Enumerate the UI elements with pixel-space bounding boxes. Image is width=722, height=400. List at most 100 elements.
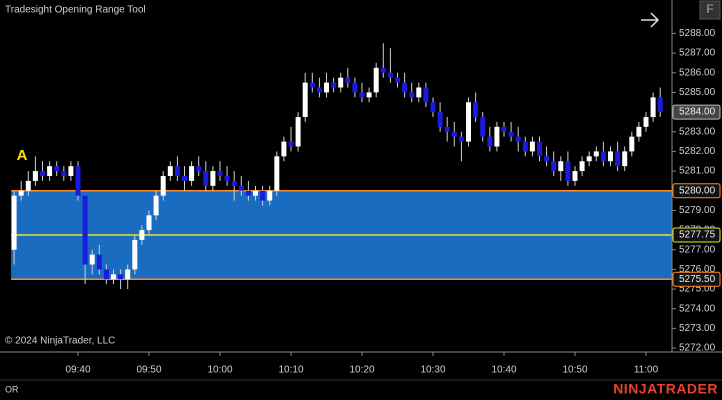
chart-title: Tradesight Opening Range Tool	[5, 5, 146, 16]
arrow-head	[650, 12, 660, 28]
candle-body	[608, 151, 613, 162]
candle-body	[508, 131, 514, 137]
candle-body	[657, 97, 663, 113]
candle-body	[515, 136, 521, 142]
candle-body	[345, 77, 351, 83]
f-button-label[interactable]: F	[706, 2, 713, 16]
candle-body	[288, 141, 294, 147]
candle-body	[466, 102, 471, 142]
candle-body	[359, 92, 365, 98]
candle-body	[373, 67, 379, 93]
candle-body	[473, 102, 479, 118]
f-button[interactable]	[699, 0, 721, 20]
candle-body	[68, 166, 74, 176]
candle-body	[629, 136, 635, 152]
candle-body	[153, 195, 159, 216]
candle-body	[260, 190, 266, 201]
candle-body	[32, 171, 38, 181]
candle-body	[544, 156, 550, 162]
candle-body	[430, 102, 436, 113]
y-tick-label: 5276.00	[679, 264, 716, 275]
price-box	[672, 227, 721, 243]
candle-body	[82, 195, 88, 265]
x-tick-label: 11:00	[634, 365, 659, 376]
candle-body	[139, 230, 145, 240]
y-tick-label: 5279.00	[679, 205, 716, 216]
candle-body	[522, 141, 528, 152]
candle-body	[600, 151, 606, 162]
footer-label: OR	[5, 384, 19, 394]
price-box-label: 5277.75	[679, 230, 716, 241]
y-tick-label: 5287.00	[679, 48, 716, 59]
x-tick-label: 09:40	[65, 365, 90, 376]
candle-body	[338, 77, 344, 88]
candle-body	[25, 180, 31, 191]
arrow-icon[interactable]	[641, 12, 660, 28]
candle-body	[352, 82, 358, 93]
candle-body	[615, 151, 621, 167]
x-tick-label: 10:30	[420, 365, 445, 376]
candle-body	[309, 82, 315, 88]
candle-body	[47, 166, 53, 176]
x-tick-label: 10:10	[278, 365, 303, 376]
candle-body	[444, 126, 450, 132]
candle-body	[89, 254, 95, 265]
candle-body	[395, 77, 400, 83]
candle-body	[18, 190, 24, 196]
x-tick-label: 09:50	[136, 365, 161, 376]
candle-body	[281, 141, 287, 157]
candle-body	[54, 166, 60, 172]
candle-body	[387, 72, 393, 78]
annotation: A	[17, 147, 28, 164]
candle-body	[174, 166, 180, 176]
candle-body	[210, 171, 216, 186]
candle-body	[160, 176, 166, 196]
candle-body	[295, 117, 301, 147]
candle-body	[103, 269, 109, 280]
candle-body	[409, 92, 415, 98]
price-box	[672, 271, 721, 287]
candle-body	[146, 215, 152, 231]
y-tick-label: 5285.00	[679, 87, 716, 98]
y-tick-label: 5272.00	[679, 343, 716, 354]
candle-body	[501, 126, 507, 132]
price-box-label: 5280.00	[679, 185, 716, 196]
candle-body	[636, 126, 642, 137]
candle-body	[558, 161, 564, 172]
candle-body	[537, 141, 542, 157]
candle-body	[238, 185, 244, 191]
candle-body	[416, 87, 422, 98]
candle-body	[96, 254, 102, 270]
candle-body	[196, 166, 202, 172]
candle-body	[423, 87, 429, 103]
candle-body	[586, 156, 592, 162]
price-box	[672, 183, 721, 199]
candle-body	[182, 176, 187, 181]
candle-body	[643, 117, 649, 127]
candle-body	[593, 151, 599, 157]
candle-body	[451, 131, 457, 137]
candle-body	[529, 141, 535, 152]
candle-body	[622, 151, 628, 167]
candle-body	[75, 166, 81, 196]
candle-body	[565, 161, 571, 181]
brand-logo: NINJATRADER	[613, 381, 718, 397]
candle-body	[572, 171, 578, 181]
candle-body	[324, 82, 329, 93]
x-tick-label: 10:20	[349, 365, 374, 376]
y-tick-label: 5277.00	[679, 244, 716, 255]
candle-body	[267, 190, 273, 201]
candle-body	[302, 82, 308, 118]
candle-body	[132, 239, 138, 270]
candle-body	[487, 136, 493, 147]
y-tick-label: 5286.00	[679, 67, 716, 78]
candle-body	[366, 92, 372, 98]
y-tick-label: 5281.00	[679, 166, 716, 177]
y-tick-label: 5282.00	[679, 146, 716, 157]
plot-area	[11, 43, 673, 290]
candle-body	[125, 269, 131, 280]
candle-body	[437, 112, 443, 127]
price-box-label: 5275.50	[679, 274, 716, 285]
candle-body	[11, 195, 17, 250]
candle-body	[551, 161, 557, 172]
